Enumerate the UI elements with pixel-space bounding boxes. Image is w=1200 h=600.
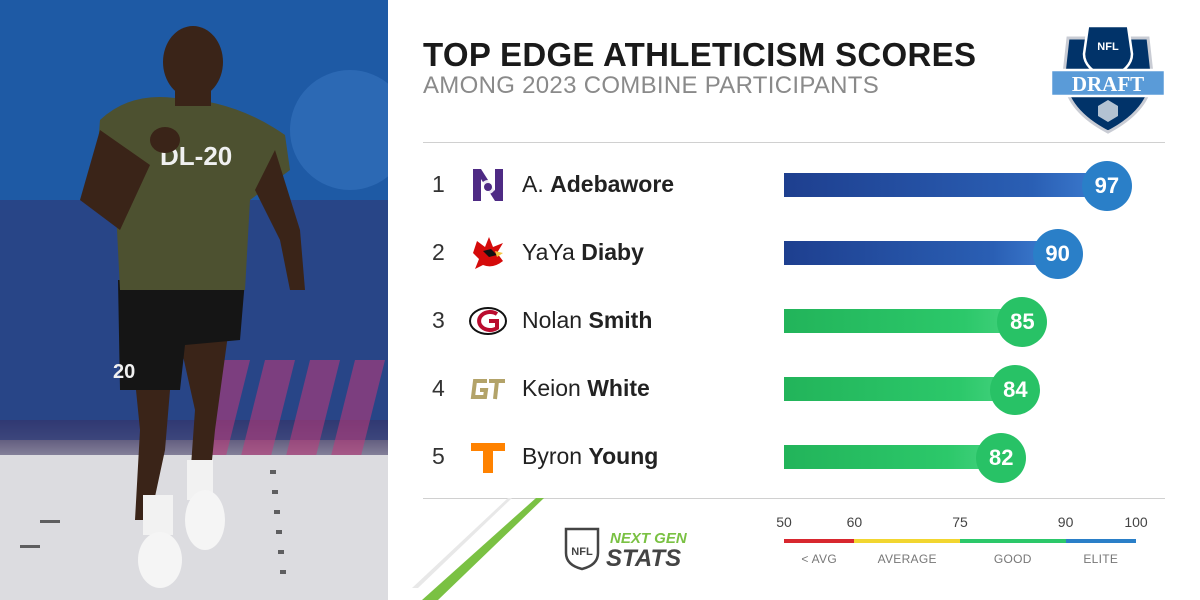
- nfl-wordmark: NFL: [1097, 41, 1119, 53]
- scale-category-label: < AVG: [801, 552, 838, 566]
- scale-tick-label: 100: [1124, 514, 1148, 530]
- player-last-name: White: [587, 375, 650, 401]
- player-name: Byron Young: [522, 443, 658, 470]
- scale-segment: [854, 539, 960, 543]
- player-row: 2 YaYa Diaby 90: [423, 225, 1183, 281]
- ngs-line1: NEXT GEN: [610, 530, 688, 547]
- rank-label: 2: [432, 239, 445, 265]
- player-first-name: Keion: [522, 375, 581, 401]
- draft-wordmark: DRAFT: [1072, 72, 1144, 96]
- score-bar: [784, 445, 989, 469]
- athlete-illustration: DL-20 20: [0, 0, 388, 600]
- player-last-name: Young: [588, 443, 659, 469]
- player-name: Keion White: [522, 375, 650, 402]
- scale-tick-label: 50: [776, 514, 792, 530]
- backdrop-logo: [290, 70, 388, 190]
- score-bubble: 84: [990, 365, 1041, 415]
- shorts-number: 20: [113, 361, 135, 383]
- chart-subtitle: AMONG 2023 COMBINE PARTICIPANTS: [423, 72, 880, 99]
- player-last-name: Smith: [588, 307, 653, 333]
- player-name: Nolan Smith: [522, 307, 652, 334]
- ngs-line2: STATS: [606, 545, 681, 571]
- chart-title: TOP EDGE ATHLETICISM SCORES: [423, 36, 977, 73]
- scale-segment: [960, 539, 1066, 543]
- georgia-tech-logo-icon: [470, 379, 505, 400]
- scale-tick-label: 60: [846, 514, 863, 530]
- rank-label: 1: [432, 171, 445, 197]
- tennessee-logo-icon: [471, 443, 505, 473]
- rank-label: 3: [432, 307, 445, 333]
- scale-segment: [784, 539, 855, 543]
- ngs-nfl-wordmark: NFL: [571, 546, 593, 558]
- player-name: A. Adebawore: [522, 171, 674, 198]
- rank-label: 5: [432, 443, 445, 469]
- next-gen-stats-logo: NFL NEXT GEN STATS: [564, 527, 688, 571]
- score-bubble: 90: [1032, 229, 1083, 279]
- scale-tick-label: 90: [1057, 514, 1074, 530]
- header-divider: [423, 142, 1165, 143]
- northwestern-logo-icon: [473, 169, 503, 201]
- green-accent-stripe: [412, 498, 544, 600]
- athlete-photo: DL-20 20: [0, 0, 388, 600]
- player-last-name: Diaby: [581, 239, 644, 265]
- score-bubble: 82: [976, 433, 1027, 483]
- player-first-name: A.: [522, 171, 544, 197]
- score-scale-legend: 50 60 75 90 100 < AVG AVERAGE GOOD ELITE: [776, 510, 1147, 570]
- player-row: 5 Byron Young 82: [423, 429, 1183, 485]
- scale-category-label: GOOD: [993, 552, 1032, 566]
- player-first-name: Byron: [522, 443, 583, 469]
- score-bubble: 85: [997, 297, 1048, 347]
- player-row: 4 Keion White 84: [423, 361, 1183, 417]
- score-bubble: 97: [1081, 161, 1132, 211]
- scale-category-label: AVERAGE: [877, 552, 937, 566]
- score-bar: [784, 309, 1010, 333]
- player-first-name: YaYa: [522, 239, 575, 265]
- player-row: 3 Nolan Smith 85: [423, 293, 1183, 349]
- player-name: YaYa Diaby: [522, 239, 644, 266]
- louisville-logo-icon: [473, 237, 503, 269]
- player-first-name: Nolan: [522, 307, 583, 333]
- footer-divider: [423, 498, 1165, 499]
- scale-tick-label: 75: [952, 514, 968, 530]
- scale-segment: [1065, 539, 1136, 543]
- player-row: 1 A. Adebawore 97: [423, 157, 1183, 213]
- score-bar: [784, 241, 1045, 265]
- player-last-name: Adebawore: [550, 171, 675, 197]
- nfl-draft-logo: NFL DRAFT: [1049, 24, 1167, 134]
- score-bar: [784, 173, 1094, 197]
- georgia-logo-icon: [469, 307, 507, 335]
- athlete-figure: DL-20: [80, 26, 305, 588]
- scale-category-label: ELITE: [1083, 552, 1119, 566]
- rank-label: 4: [432, 375, 445, 401]
- score-bar: [784, 377, 1003, 401]
